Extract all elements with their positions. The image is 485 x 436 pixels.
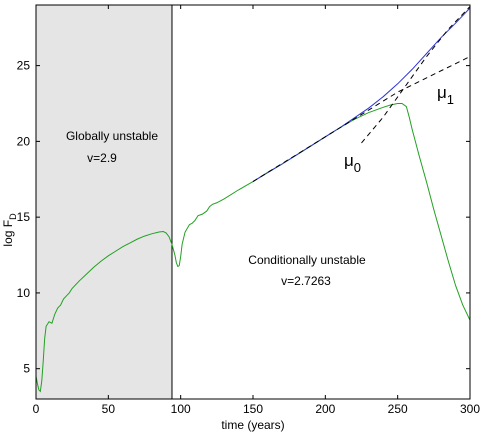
globally-unstable-region [36, 5, 172, 399]
conditionally-unstable-v: v=2.7263 [281, 274, 331, 288]
series-layer [35, 6, 471, 393]
conditionally-unstable-label: Conditionally unstable [248, 253, 366, 267]
y-tick-label: 5 [23, 362, 30, 376]
globally-unstable-label: Globally unstable [66, 129, 158, 143]
green-simulation-line [35, 103, 471, 393]
x-tick-label: 0 [33, 402, 40, 416]
x-tick-label: 200 [315, 402, 335, 416]
y-axis-label: log FD [1, 213, 18, 247]
x-tick-label: 150 [243, 402, 263, 416]
y-tick-label: 10 [17, 286, 31, 300]
y-tick-label: 20 [17, 134, 31, 148]
x-tick-label: 250 [388, 402, 408, 416]
x-tick-label: 100 [171, 402, 191, 416]
globally-unstable-v: v=2.9 [87, 151, 117, 165]
mu0-dashed-line [252, 56, 471, 182]
mu0-label: μ0 [344, 151, 361, 175]
mu1-dashed-line [361, 6, 471, 144]
y-tick-label: 25 [17, 59, 31, 73]
mu1-label: μ1 [437, 83, 454, 107]
y-tick-label: 15 [17, 210, 31, 224]
ticks-layer: 0 50 100 150 200 250 300 5 10 15 20 25 [17, 5, 480, 416]
x-axis-label: time (years) [221, 418, 284, 432]
x-tick-label: 300 [460, 402, 480, 416]
blue-fit-line [252, 7, 471, 182]
x-tick-label: 50 [102, 402, 116, 416]
